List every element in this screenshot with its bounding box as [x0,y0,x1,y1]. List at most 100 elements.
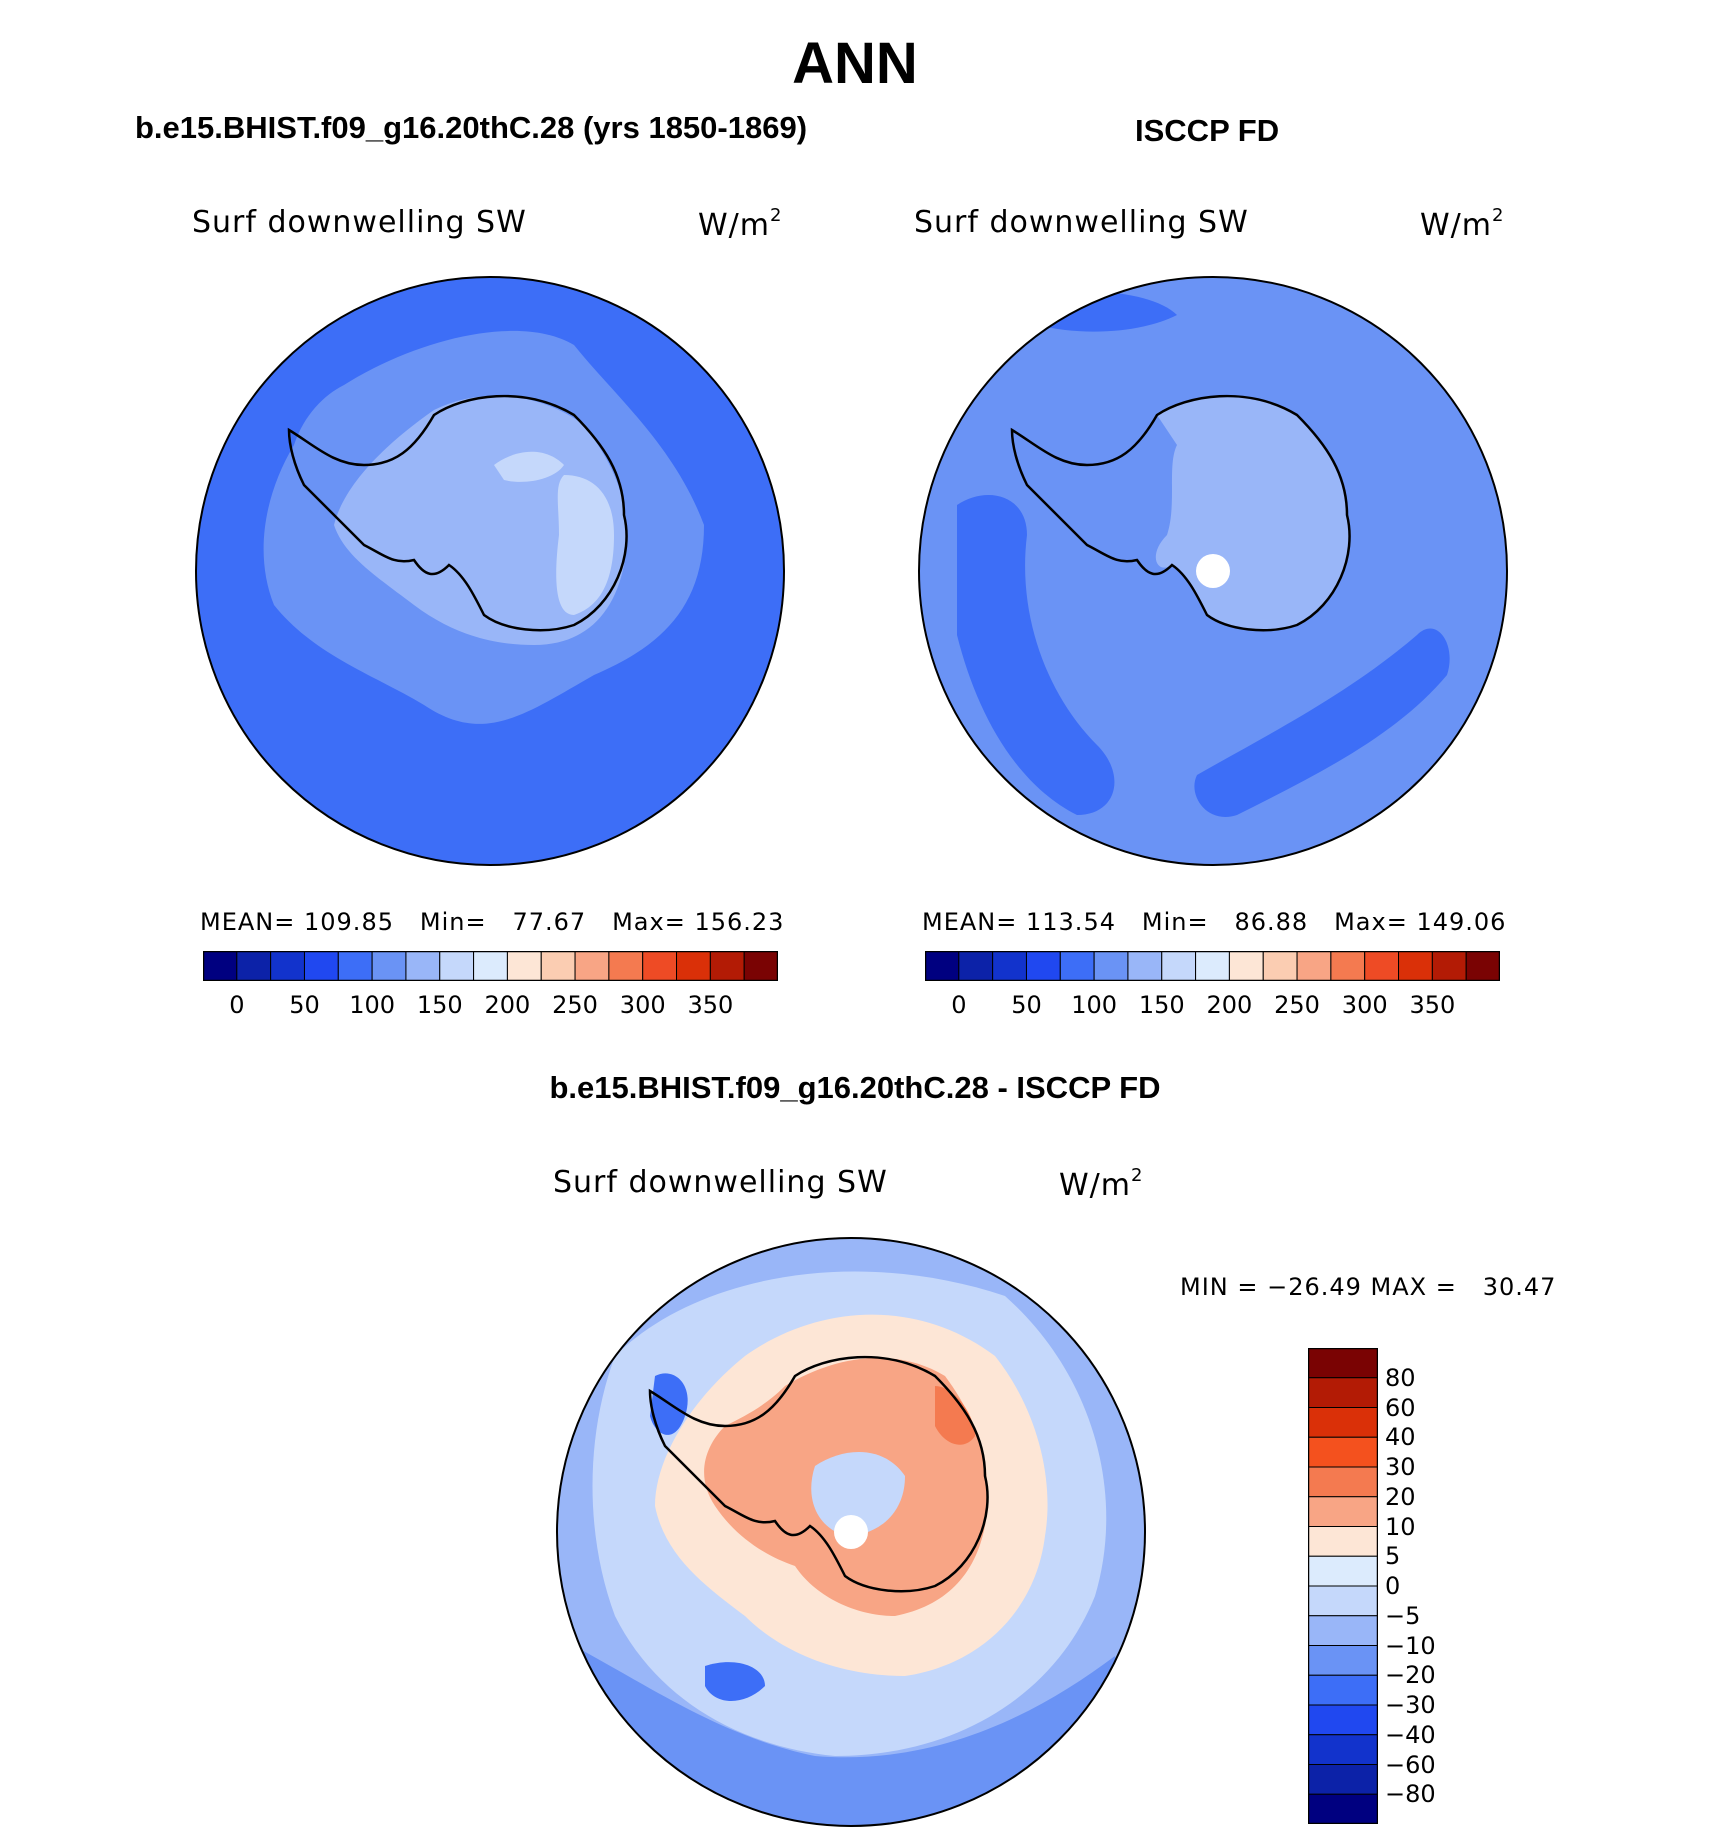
colorbar-3-swatch [1308,1615,1378,1646]
map-3-coastline [648,1355,989,1593]
colorbar-2-tick-label: 200 [1206,991,1253,1019]
colorbar-3-swatch [1308,1466,1378,1498]
colorbar-1-swatch [337,951,373,981]
colorbar-3-swatch [1308,1496,1378,1527]
map-3-interior-negative [811,1452,905,1536]
panel-2-map [918,276,1508,866]
colorbar-1-swatch [506,951,542,981]
panel-3-unit-label: W/m2 [1059,1165,1144,1203]
colorbar-1-swatch [270,951,305,981]
colorbar-1-tick-label: 250 [552,991,598,1019]
colorbar-1-swatch [203,951,238,981]
map-1-border [195,276,785,866]
colorbar-1-swatch [642,951,678,981]
colorbar-1-tick-label: 150 [416,991,463,1019]
panel-2-unit-label: W/m2 [1420,205,1505,243]
colorbar-3-tick-label: −40 [1385,1720,1436,1749]
map-2-low-band-west [957,495,1115,815]
panel-1-stats: MEAN= 109.85 Min= 77.67 Max= 156.23 [200,908,785,936]
map-3-border [556,1237,1146,1827]
map-3-strong-negative-2 [705,1662,765,1701]
map-3-strong-positive-1 [935,1386,975,1445]
colorbar-3-tick-label: 40 [1385,1423,1416,1452]
colorbar-3-swatch [1308,1645,1378,1676]
colorbar-3-frame [1308,1348,1378,1824]
colorbar-2-swatch [958,951,994,981]
colorbar-3-tick-label: −20 [1385,1661,1436,1690]
colorbar-3-tick-label: −10 [1385,1631,1436,1660]
colorbar-1-swatch [371,951,407,981]
map-2-missing-data-pole [1196,554,1230,588]
colorbar-2-tick-label: 150 [1138,991,1185,1019]
colorbar-1-tick-label: 0 [229,991,245,1019]
colorbar-2-swatch [1398,951,1433,981]
colorbar-3-tick-label: 10 [1385,1512,1416,1541]
panel-2-colorbar [925,951,1500,981]
map-3-negative-south [557,1636,1145,1826]
map-1-interior-high-2 [494,451,564,482]
colorbar-3-tick-label: −5 [1385,1601,1421,1630]
panel-3-colorbar [1308,1348,1378,1824]
colorbar-1-swatch [303,951,339,981]
panel-1-variable-label: Surf downwelling SW [192,205,527,240]
colorbar-1-swatch [540,951,576,981]
colorbar-1-tick-label: 200 [484,991,531,1019]
map-3-missing-data-pole [834,1515,868,1549]
colorbar-1-tick-label: 50 [289,991,320,1019]
panel-1-title: b.e15.BHIST.f09_g16.20thC.28 (yrs 1850-1… [135,110,808,145]
colorbar-2-tick-label: 50 [1011,991,1042,1019]
colorbar-3-swatch [1308,1377,1378,1408]
colorbar-3-tick-label: 80 [1385,1363,1416,1392]
colorbar-3-swatch [1308,1704,1378,1736]
panel-3-colorbar-ticks: 80 60 40 30 20 10 5 0 −5 −10 −20 −30 −40 −60 −80 [1385,1348,1485,1824]
panel-3-title: b.e15.BHIST.f09_g16.20thC.28 - ISCCP FD [549,1070,1161,1105]
colorbar-2-swatch [1262,951,1298,981]
colorbar-2-swatch [1465,951,1500,981]
colorbar-3-swatch [1308,1526,1378,1557]
colorbar-2-swatch [1330,951,1366,981]
panel-1-colorbar-ticks: 0 50 100 150 200 250 300 350 [203,991,778,1021]
colorbar-2-swatch [1025,951,1061,981]
colorbar-2-swatch [1431,951,1467,981]
colorbar-1-tick-label: 300 [619,991,666,1019]
colorbar-3-swatch [1308,1734,1378,1765]
colorbar-2-swatch [992,951,1027,981]
colorbar-3-swatch [1308,1585,1378,1617]
colorbar-3-swatch [1308,1555,1378,1587]
colorbar-2-frame [925,951,1500,981]
colorbar-2-tick-label: 250 [1274,991,1320,1019]
map-2-border [918,276,1508,866]
panel-2-stats: MEAN= 113.54 Min= 86.88 Max= 149.06 [922,908,1507,936]
colorbar-1-swatch [236,951,272,981]
colorbar-3-swatch [1308,1436,1378,1468]
colorbar-2-swatch [1059,951,1095,981]
colorbar-1-tick-label: 100 [349,991,396,1019]
panel-2-variable-label: Surf downwelling SW [914,205,1249,240]
colorbar-3-tick-label: 5 [1385,1542,1401,1571]
map-2-low-band-south [1194,628,1450,817]
colorbar-1-swatch [574,951,610,981]
page-title: ANN [792,31,918,96]
colorbar-3-tick-label: −30 [1385,1691,1436,1719]
colorbar-3-tick-label: 20 [1385,1482,1416,1511]
colorbar-2-swatch [1296,951,1332,981]
colorbar-3-tick-label: −80 [1385,1780,1436,1809]
colorbar-1-swatch [743,951,778,981]
colorbar-2-swatch [1161,951,1197,981]
colorbar-3-tick-label: −60 [1385,1750,1436,1779]
colorbar-2-swatch [1127,951,1163,981]
colorbar-2-swatch [1364,951,1400,981]
panel-2-title: ISCCP FD [1135,113,1280,148]
colorbar-1-swatch [676,951,711,981]
colorbar-3-swatch [1308,1764,1378,1795]
colorbar-1-swatch [473,951,508,981]
colorbar-2-tick-label: 300 [1341,991,1388,1019]
colorbar-2-tick-label: 0 [951,991,967,1019]
colorbar-3-swatch [1308,1407,1378,1438]
colorbar-3-swatch [1308,1793,1378,1824]
colorbar-3-swatch [1308,1348,1378,1379]
colorbar-1-frame [203,951,778,981]
colorbar-3-swatch [1308,1674,1378,1706]
colorbar-1-swatch [608,951,644,981]
panel-2-colorbar-ticks: 0 50 100 150 200 250 300 350 [925,991,1500,1021]
